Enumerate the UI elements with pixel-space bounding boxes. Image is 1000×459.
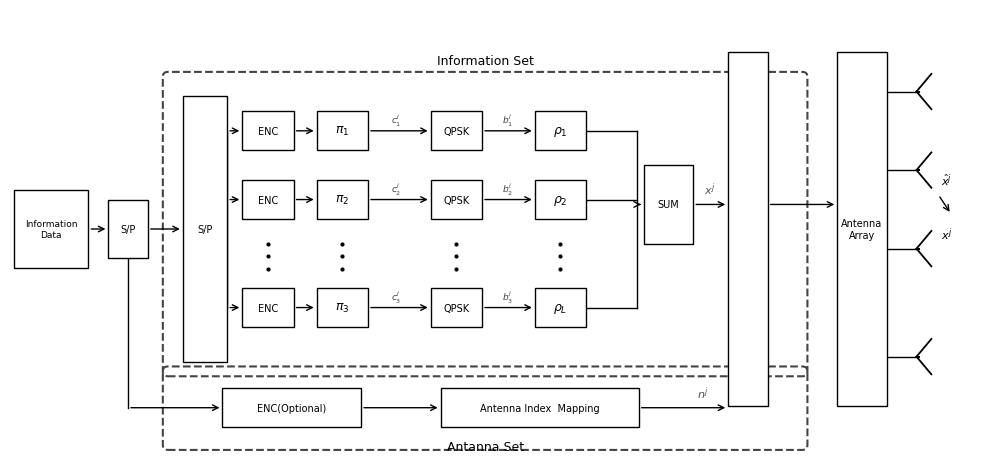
Text: Information Set: Information Set [437, 55, 534, 68]
Text: $x^j$: $x^j$ [941, 226, 953, 243]
Bar [317, 180, 368, 220]
Bar [431, 288, 482, 327]
Text: ENC: ENC [258, 195, 278, 205]
Bar [242, 112, 294, 151]
Text: $\hat{x}^j$: $\hat{x}^j$ [941, 173, 952, 189]
Text: ENC: ENC [258, 127, 278, 136]
Text: $\pi_3$: $\pi_3$ [335, 302, 350, 314]
Text: $b_3^j$: $b_3^j$ [502, 289, 514, 305]
Text: Antenna
Array: Antenna Array [841, 219, 883, 240]
Text: $n^j$: $n^j$ [697, 384, 709, 401]
Bar [317, 112, 368, 151]
Text: $x^j$: $x^j$ [704, 180, 716, 197]
Bar [108, 200, 148, 259]
Text: QPSK: QPSK [443, 127, 469, 136]
Text: S/P: S/P [120, 224, 136, 235]
Bar [242, 180, 294, 220]
Text: Information
Data: Information Data [25, 220, 78, 239]
Bar [242, 288, 294, 327]
Text: $\rho_2$: $\rho_2$ [553, 193, 568, 207]
Text: QPSK: QPSK [443, 303, 469, 313]
Bar [431, 112, 482, 151]
Text: $b_1^j$: $b_1^j$ [502, 112, 514, 129]
Text: $\rho_L$: $\rho_L$ [553, 301, 568, 315]
Text: S/P: S/P [197, 224, 213, 235]
Text: Antenna Index  Mapping: Antenna Index Mapping [480, 403, 599, 413]
Text: $c_3^j$: $c_3^j$ [391, 289, 401, 305]
Text: ENC(Optional): ENC(Optional) [257, 403, 326, 413]
Bar [535, 288, 586, 327]
Bar [837, 53, 887, 406]
Bar [317, 288, 368, 327]
Text: SUM: SUM [658, 200, 679, 210]
Text: $\pi_1$: $\pi_1$ [335, 125, 349, 138]
Text: Antanna Set: Antanna Set [447, 440, 524, 453]
Bar [535, 180, 586, 220]
Text: ENC: ENC [258, 303, 278, 313]
Bar [728, 53, 768, 406]
Text: $c_2^j$: $c_2^j$ [391, 181, 401, 197]
Text: $b_2^j$: $b_2^j$ [502, 181, 513, 197]
Bar [222, 388, 361, 427]
Bar [441, 388, 639, 427]
Bar [14, 190, 88, 269]
Bar [535, 112, 586, 151]
Text: $\rho_1$: $\rho_1$ [553, 124, 568, 139]
Bar [431, 180, 482, 220]
Text: $c_1^j$: $c_1^j$ [391, 112, 401, 129]
Text: QPSK: QPSK [443, 195, 469, 205]
Bar [183, 97, 227, 362]
Text: $\pi_2$: $\pi_2$ [335, 194, 349, 207]
Bar [644, 166, 693, 244]
